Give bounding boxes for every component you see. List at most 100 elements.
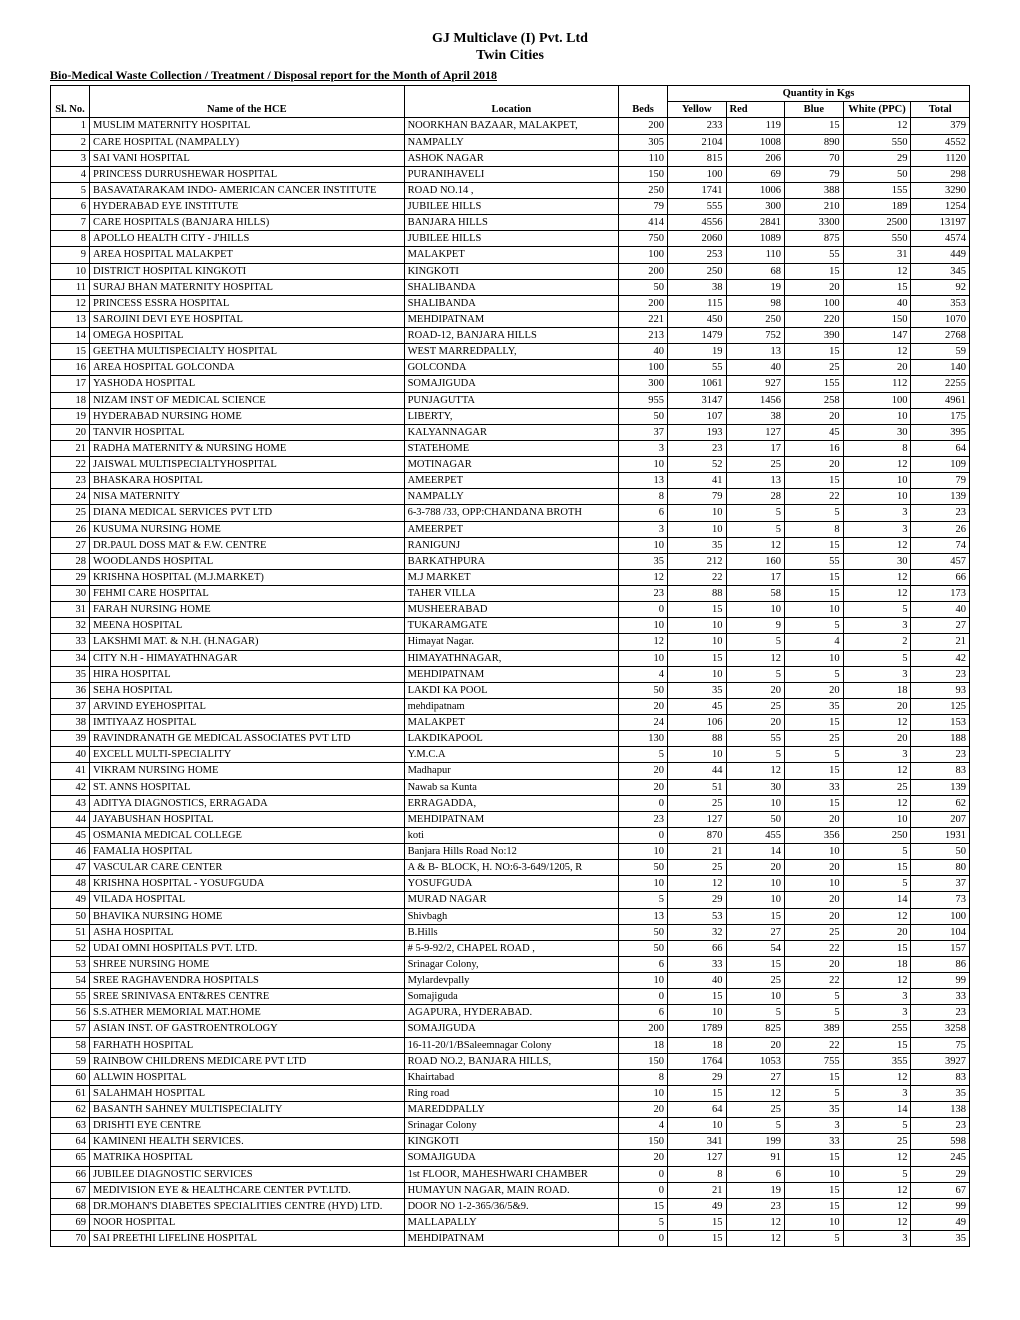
cell-beds: 23	[619, 586, 668, 602]
cell-name: ASHA HOSPITAL	[90, 924, 405, 940]
cell-white: 155	[843, 182, 911, 198]
cell-location: SOMAJIGUDA	[404, 376, 619, 392]
cell-name: HIRA HOSPITAL	[90, 666, 405, 682]
cell-red: 6	[726, 1166, 785, 1182]
cell-location: SOMAJIGUDA	[404, 1150, 619, 1166]
cell-location: JUBILEE HILLS	[404, 231, 619, 247]
cell-blue: 5	[785, 1005, 844, 1021]
cell-blue: 210	[785, 199, 844, 215]
cell-sl: 12	[51, 295, 90, 311]
cell-total: 3290	[911, 182, 970, 198]
cell-red: 5	[726, 634, 785, 650]
cell-blue: 35	[785, 1102, 844, 1118]
cell-sl: 28	[51, 553, 90, 569]
table-row: 47VASCULAR CARE CENTERA & B- BLOCK, H. N…	[51, 860, 970, 876]
cell-total: 139	[911, 779, 970, 795]
cell-location: JUBILEE HILLS	[404, 199, 619, 215]
cell-name: NISA MATERNITY	[90, 489, 405, 505]
col-location: Location	[404, 86, 619, 118]
cell-yellow: 250	[667, 263, 726, 279]
cell-total: 379	[911, 118, 970, 134]
cell-location: NAMPALLY	[404, 489, 619, 505]
cell-total: 64	[911, 440, 970, 456]
cell-blue: 25	[785, 924, 844, 940]
cell-location: A & B- BLOCK, H. NO:6-3-649/1205, R	[404, 860, 619, 876]
cell-total: 4961	[911, 392, 970, 408]
cell-location: MEHDIPATNAM	[404, 811, 619, 827]
cell-white: 3	[843, 521, 911, 537]
cell-beds: 18	[619, 1037, 668, 1053]
cell-total: 23	[911, 505, 970, 521]
col-total: Total	[911, 102, 970, 118]
cell-blue: 10	[785, 876, 844, 892]
table-row: 34CITY N.H - HIMAYATHNAGARHIMAYATHNAGAR,…	[51, 650, 970, 666]
cell-name: RAINBOW CHILDRENS MEDICARE PVT LTD	[90, 1053, 405, 1069]
cell-beds: 13	[619, 908, 668, 924]
cell-total: 59	[911, 344, 970, 360]
cell-sl: 23	[51, 473, 90, 489]
cell-name: JUBILEE DIAGNOSTIC SERVICES	[90, 1166, 405, 1182]
cell-location: Srinagar Colony	[404, 1118, 619, 1134]
cell-beds: 750	[619, 231, 668, 247]
cell-name: CITY N.H - HIMAYATHNAGAR	[90, 650, 405, 666]
cell-beds: 0	[619, 1166, 668, 1182]
cell-red: 199	[726, 1134, 785, 1150]
table-row: 37ARVIND EYEHOSPITALmehdipatnam204525352…	[51, 698, 970, 714]
cell-sl: 51	[51, 924, 90, 940]
cell-yellow: 1479	[667, 328, 726, 344]
cell-yellow: 21	[667, 844, 726, 860]
cell-location: Mylardevpally	[404, 973, 619, 989]
cell-beds: 20	[619, 1150, 668, 1166]
cell-white: 2	[843, 634, 911, 650]
cell-sl: 49	[51, 892, 90, 908]
cell-sl: 29	[51, 569, 90, 585]
cell-blue: 20	[785, 956, 844, 972]
cell-white: 20	[843, 924, 911, 940]
cell-white: 15	[843, 940, 911, 956]
cell-red: 12	[726, 1231, 785, 1247]
cell-red: 68	[726, 263, 785, 279]
cell-yellow: 15	[667, 989, 726, 1005]
cell-white: 18	[843, 956, 911, 972]
table-row: 45OSMANIA MEDICAL COLLEGEkoti08704553562…	[51, 827, 970, 843]
cell-white: 5	[843, 844, 911, 860]
cell-location: ROAD-12, BANJARA HILLS	[404, 328, 619, 344]
cell-red: 127	[726, 424, 785, 440]
cell-beds: 0	[619, 795, 668, 811]
cell-beds: 50	[619, 940, 668, 956]
cell-white: 8	[843, 440, 911, 456]
table-row: 59RAINBOW CHILDRENS MEDICARE PVT LTDROAD…	[51, 1053, 970, 1069]
cell-name: APOLLO HEALTH CITY - J'HILLS	[90, 231, 405, 247]
cell-total: 173	[911, 586, 970, 602]
cell-blue: 79	[785, 166, 844, 182]
cell-white: 18	[843, 682, 911, 698]
cell-blue: 5	[785, 747, 844, 763]
cell-beds: 6	[619, 1005, 668, 1021]
table-row: 7CARE HOSPITALS (BANJARA HILLS)BANJARA H…	[51, 215, 970, 231]
cell-blue: 15	[785, 263, 844, 279]
table-row: 1MUSLIM MATERNITY HOSPITALNOORKHAN BAZAA…	[51, 118, 970, 134]
cell-white: 3	[843, 989, 911, 1005]
cell-red: 91	[726, 1150, 785, 1166]
cell-location: mehdipatnam	[404, 698, 619, 714]
cell-sl: 30	[51, 586, 90, 602]
cell-blue: 390	[785, 328, 844, 344]
cell-beds: 200	[619, 263, 668, 279]
cell-name: PRINCESS ESSRA HOSPITAL	[90, 295, 405, 311]
col-white: White (PPC)	[843, 102, 911, 118]
cell-yellow: 88	[667, 586, 726, 602]
cell-name: VASCULAR CARE CENTER	[90, 860, 405, 876]
cell-beds: 50	[619, 682, 668, 698]
cell-blue: 20	[785, 860, 844, 876]
cell-yellow: 64	[667, 1102, 726, 1118]
table-row: 39RAVINDRANATH GE MEDICAL ASSOCIATES PVT…	[51, 731, 970, 747]
cell-blue: 15	[785, 473, 844, 489]
cell-name: KAMINENI HEALTH SERVICES.	[90, 1134, 405, 1150]
cell-beds: 3	[619, 521, 668, 537]
cell-name: MATRIKA HOSPITAL	[90, 1150, 405, 1166]
cell-location: KINGKOTI	[404, 263, 619, 279]
cell-blue: 22	[785, 489, 844, 505]
cell-white: 12	[843, 537, 911, 553]
cell-red: 20	[726, 1037, 785, 1053]
cell-sl: 46	[51, 844, 90, 860]
